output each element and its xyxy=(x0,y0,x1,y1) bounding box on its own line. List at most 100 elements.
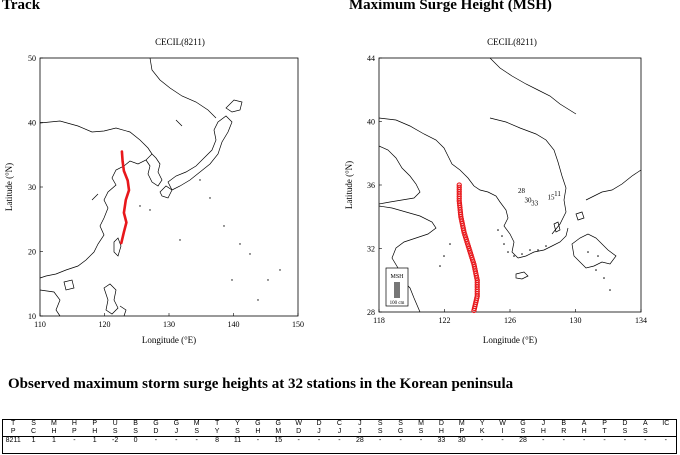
station-code-cell: S xyxy=(377,420,383,427)
station-code-cell: S xyxy=(520,428,526,435)
msh-track-point xyxy=(464,239,470,245)
track-map-title: CECIL(8211) xyxy=(155,37,205,47)
station-code-cell: I xyxy=(501,428,504,435)
surge-value-cell: - xyxy=(655,436,676,445)
station-code-cell: G xyxy=(397,428,404,435)
surge-value-cell: -2 xyxy=(104,436,126,445)
station-code-cell: S xyxy=(194,428,200,435)
msh-legend: MSH 100 cm xyxy=(385,267,409,307)
y-tick-labels: 28 32 36 40 44 xyxy=(367,54,382,317)
msh-x-tick-label: 134 xyxy=(635,316,647,325)
msh-track-point xyxy=(469,254,475,261)
msh-x-tick-label: 130 xyxy=(570,316,582,325)
x-tick-labels: 118 122 126 130 134 xyxy=(373,309,647,325)
msh-x-tick-label: 122 xyxy=(439,316,451,325)
msh-track-point xyxy=(466,245,472,252)
station-code-cell: G xyxy=(255,420,261,427)
track-x-axis-label: Longitude (°E) xyxy=(142,335,196,345)
msh-legend-bar xyxy=(394,282,400,298)
msh-track-point xyxy=(462,234,469,240)
station-code-cell: M xyxy=(418,420,424,427)
msh-x-axis-label: Longitude (°E) xyxy=(483,335,537,345)
msh-track-point xyxy=(468,252,474,258)
surge-value-cell: - xyxy=(370,436,391,445)
surge-value-cell: - xyxy=(145,436,167,445)
msh-track-points xyxy=(456,182,480,314)
station-code-cell: P xyxy=(92,420,98,427)
track-heading: Track xyxy=(2,0,41,13)
track-map: CECIL(8211) 110 120 130 140 150 10 20 30 40 50 L… xyxy=(4,37,304,345)
station-code-cell: S xyxy=(31,420,36,427)
station-code-cell: D xyxy=(153,428,159,435)
msh-y-axis-label: Latitude (°N) xyxy=(344,161,354,209)
station-code-cell: S xyxy=(112,428,118,435)
msh-y-tick-label: 40 xyxy=(367,118,375,127)
station-code-cell: Y xyxy=(235,420,240,427)
coastlines xyxy=(39,57,243,317)
station-code-cell: J xyxy=(358,428,362,435)
station-code-cell: IC xyxy=(662,420,670,427)
station-code-cell: G xyxy=(520,420,526,427)
track-y-tick-label: 50 xyxy=(28,54,36,63)
station-code-cell: H xyxy=(540,428,546,435)
station-code-cell: M xyxy=(193,420,200,427)
surge-value-cell: - xyxy=(247,436,269,445)
surge-value-cell: - xyxy=(614,436,636,445)
station-code-cell: D xyxy=(622,420,628,427)
track-x-tick-label: 130 xyxy=(163,320,175,329)
observed-title: Observed maximum storm surge heights at … xyxy=(8,376,514,392)
track-x-tick-label: 120 xyxy=(99,320,111,329)
station-code-cell: M xyxy=(51,420,57,427)
station-code-cell: A xyxy=(642,420,648,427)
track-y-axis-label: Latitude (°N) xyxy=(4,163,14,211)
surge-value-cell: 1 xyxy=(43,436,65,445)
track-map-frame xyxy=(39,57,299,317)
msh-y-tick-label: 28 xyxy=(367,308,375,317)
surge-values-row: 8211 1 1-1 -2 0- - -8 11-15- - -28- - -33 30- -28- - - -… xyxy=(3,436,676,445)
track-x-tick-label: 150 xyxy=(292,320,304,329)
station-code-cell: M xyxy=(275,428,282,435)
y-tick-labels: 10 20 30 40 50 xyxy=(28,54,43,321)
station-code-cell: D xyxy=(438,420,444,427)
track-x-tick-label: 110 xyxy=(34,320,46,329)
track-x-tick-label: 140 xyxy=(228,320,240,329)
station-code-cell: A xyxy=(581,420,587,427)
surge-value-cell: 11 xyxy=(227,436,248,445)
msh-y-tick-label: 32 xyxy=(367,245,375,254)
surge-value-cell: - xyxy=(635,436,656,445)
track-y-tick-label: 20 xyxy=(28,248,36,257)
msh-x-tick-label: 118 xyxy=(373,316,385,325)
station-code-cell: S xyxy=(642,428,648,435)
station-code-cell: W xyxy=(295,420,302,427)
station-code-cell: C xyxy=(336,420,342,427)
msh-track-point xyxy=(463,236,469,243)
msh-track-point xyxy=(471,307,477,314)
station-code-cell: R xyxy=(561,428,567,435)
station-code-cell: G xyxy=(173,420,180,427)
surge-value-cell: 8 xyxy=(206,436,228,445)
station-code-cell: J xyxy=(541,420,546,427)
msh-y-tick-label: 36 xyxy=(367,181,375,190)
surge-value-cell: - xyxy=(573,436,595,445)
surge-value-cell: - xyxy=(288,436,309,445)
station-code-cell: G xyxy=(275,420,281,427)
msh-track-point xyxy=(465,243,472,249)
msh-heading: Maximum Surge Height (MSH) xyxy=(349,0,552,13)
msh-track-point xyxy=(461,227,467,234)
surge-value-cell: 1 xyxy=(84,436,105,445)
surge-value-cell: - xyxy=(533,436,554,445)
msh-track-point xyxy=(469,257,476,263)
surge-value-cell: 28 xyxy=(512,436,534,445)
coastlines xyxy=(378,57,642,313)
station-code-cell: U xyxy=(112,420,118,427)
msh-legend-scale: 100 cm xyxy=(390,301,405,306)
station-code-cell: S xyxy=(235,428,240,435)
station-code-cell: S xyxy=(418,428,424,435)
island-clusters xyxy=(439,229,611,291)
station-code-cell: C xyxy=(31,428,37,435)
station-code-cell: K xyxy=(479,428,485,435)
station-code-cell: Y xyxy=(479,420,485,427)
surge-value-cell: - xyxy=(390,436,411,445)
